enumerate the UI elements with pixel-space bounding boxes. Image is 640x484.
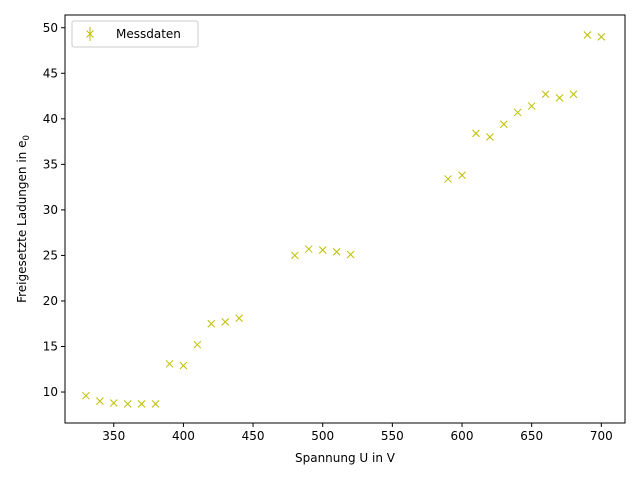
- data-point: [597, 33, 606, 41]
- y-tick-label: 45: [43, 66, 58, 80]
- data-point: [513, 108, 522, 117]
- y-tick-label: 30: [43, 203, 58, 217]
- data-point: [235, 314, 243, 323]
- x-tick-label: 600: [451, 429, 474, 443]
- data-point: [541, 90, 550, 99]
- data-point: [304, 245, 313, 253]
- data-point: [569, 90, 578, 99]
- y-tick-label: 50: [43, 21, 58, 35]
- data-point: [221, 318, 230, 326]
- data-point: [123, 400, 132, 408]
- y-tick-label: 10: [43, 385, 58, 399]
- plot-frame: [64, 14, 626, 424]
- x-tick-label: 700: [590, 429, 613, 443]
- data-point: [207, 319, 216, 328]
- y-axis-label: Freigesetzte Ladungen in e0: [15, 135, 32, 303]
- legend-box: [71, 20, 199, 48]
- data-point: [82, 391, 90, 400]
- data-point: [318, 246, 327, 254]
- data-point: [486, 133, 494, 141]
- series-messdaten: [82, 31, 606, 408]
- data-point: [179, 361, 188, 370]
- data-point: [109, 399, 118, 407]
- x-tick-label: 450: [242, 429, 265, 443]
- data-point: [346, 250, 355, 259]
- x-axis-ticks: 350 400 450 500 550 600 650 700: [102, 423, 613, 443]
- y-tick-label: 40: [43, 112, 58, 126]
- y-tick-label: 20: [43, 294, 58, 308]
- y-tick-label: 25: [43, 248, 58, 262]
- data-point: [193, 340, 202, 349]
- x-tick-label: 400: [172, 429, 195, 443]
- legend-marker: [86, 27, 94, 41]
- data-point: [332, 247, 341, 256]
- y-tick-label: 15: [43, 340, 58, 354]
- x-tick-label: 550: [381, 429, 404, 443]
- data-point: [137, 400, 146, 408]
- data-point: [165, 359, 174, 368]
- data-point: [527, 102, 536, 110]
- legend-marker-cross: [86, 30, 94, 38]
- x-tick-label: 350: [102, 429, 125, 443]
- data-point: [290, 251, 299, 260]
- data-point: [151, 400, 160, 408]
- y-axis-label-subscript: 0: [22, 135, 32, 140]
- data-point: [499, 120, 508, 129]
- legend: Messdaten: [71, 20, 199, 48]
- data-point: [555, 94, 564, 102]
- data-point: [583, 31, 592, 39]
- y-axis-ticks: 10 15 20 25 30 35 40 45 50: [43, 21, 65, 399]
- data-point: [472, 129, 480, 138]
- data-point: [95, 397, 104, 405]
- data-point: [458, 171, 466, 180]
- x-tick-label: 500: [311, 429, 334, 443]
- x-tick-label: 650: [520, 429, 543, 443]
- data-point: [444, 175, 452, 183]
- x-axis-label: Spannung U in V: [295, 451, 396, 465]
- legend-label: Messdaten: [116, 27, 181, 41]
- y-tick-label: 35: [43, 157, 58, 171]
